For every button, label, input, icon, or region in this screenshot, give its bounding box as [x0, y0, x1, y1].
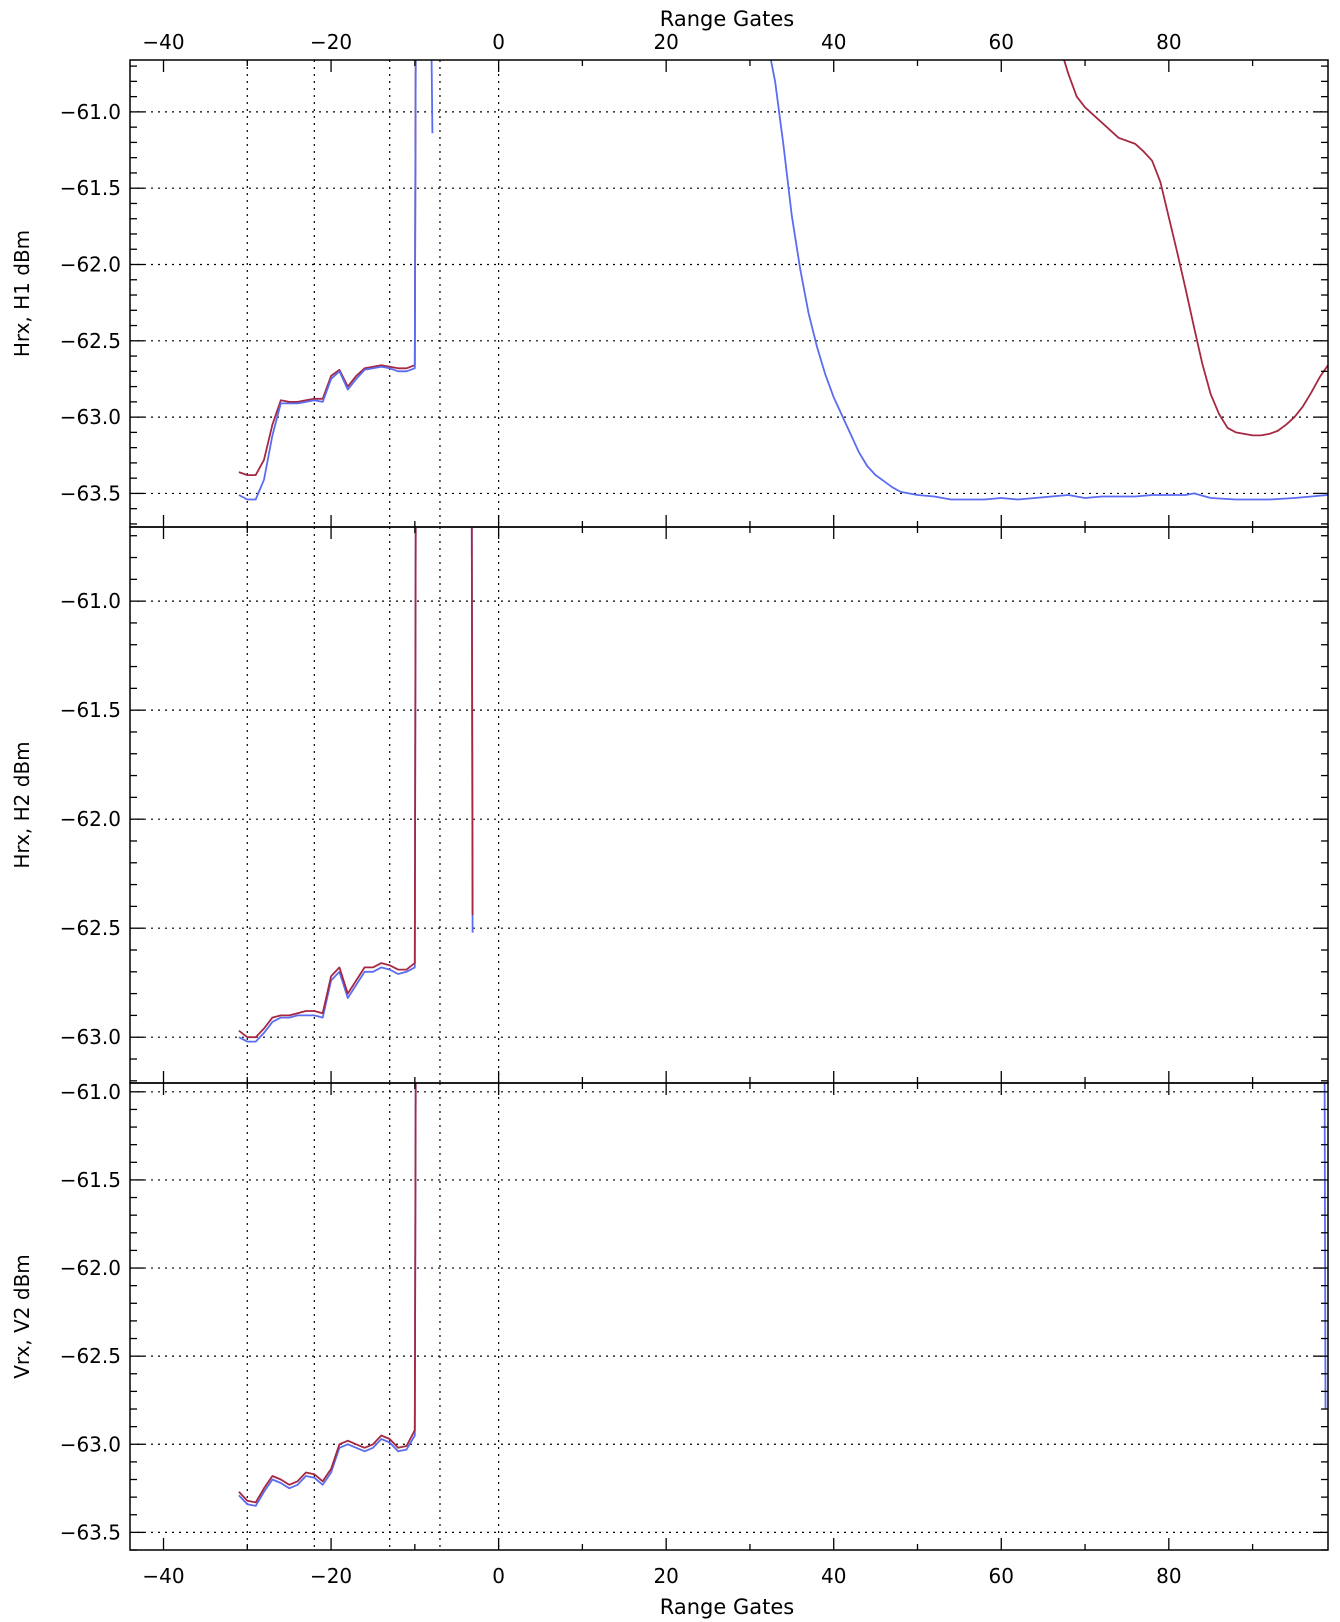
series-line — [1323, 1083, 1327, 1410]
y-tick-label: −61.0 — [60, 589, 121, 613]
x-tick-label: 80 — [1156, 30, 1181, 54]
series-line — [770, 60, 1328, 501]
x-tick-label: 0 — [492, 1564, 505, 1588]
x-tick-label: 60 — [989, 1564, 1014, 1588]
x-tick-label: 40 — [821, 30, 846, 54]
panel-3: −61.0 −61.5 −62.0 −62.5 −63.0 −63.5 Vrx, V2 dB… — [10, 1080, 1329, 1551]
x-tick-label: 20 — [653, 30, 678, 54]
y-tick-label: −63.0 — [60, 405, 121, 429]
x-tick-label: 80 — [1156, 1564, 1181, 1588]
series-line — [238, 527, 417, 1039]
panel-2: −61.0 −61.5 −62.0 −62.5 −63.0 Hrx, H2 dBm — [10, 526, 1329, 1084]
series-line — [1063, 60, 1328, 437]
x-tick-label: 20 — [653, 1564, 678, 1588]
y-tick-label: −61.5 — [60, 176, 121, 200]
y-tick-label: −63.5 — [60, 1520, 121, 1544]
y-tick-label: −62.0 — [60, 1256, 121, 1280]
series-line — [238, 60, 417, 477]
bottom-axis-label: Range Gates — [660, 1595, 794, 1619]
y-tick-label: −63.0 — [60, 1025, 121, 1049]
plot-frame — [129, 1082, 1329, 1551]
series-line — [430, 60, 434, 134]
x-tick-label: 0 — [492, 30, 505, 54]
series-line — [238, 1083, 417, 1507]
y-tick-label: −62.5 — [60, 916, 121, 940]
top-axis-label: Range Gates — [660, 7, 794, 31]
red-series — [238, 527, 474, 1039]
y-tick-label: −61.5 — [60, 698, 121, 722]
series-line — [470, 527, 474, 916]
panel-1: −61.0 −61.5 −62.0 −62.5 −63.0 −63.5 Hrx, H1 dB… — [10, 59, 1329, 528]
y-tick-label: −62.0 — [60, 253, 121, 277]
y-tick-label: −61.0 — [60, 100, 121, 124]
red-series — [238, 60, 1328, 477]
x-tick-label: −20 — [310, 30, 352, 54]
y-tick-label: −61.5 — [60, 1168, 121, 1192]
x-tick-label: 40 — [821, 1564, 846, 1588]
y-axis-label: Hrx, H2 dBm — [10, 741, 34, 868]
y-tick-label: −62.0 — [60, 807, 121, 831]
bottom-axis-tick-labels: −40 −20 0 20 40 60 80 — [142, 1564, 1181, 1588]
y-tick-label: −63.5 — [60, 481, 121, 505]
blue-series — [238, 527, 474, 1043]
y-axis-label: Vrx, V2 dBm — [10, 1254, 34, 1379]
y-tick-label: −62.5 — [60, 329, 121, 353]
series-line — [238, 60, 417, 501]
x-tick-label: −40 — [142, 30, 184, 54]
panels: −61.0 −61.5 −62.0 −62.5 −63.0 −63.5 Hrx, H1 dB… — [10, 59, 1329, 1551]
x-tick-label: −20 — [310, 1564, 352, 1588]
plot-frame — [129, 59, 1329, 528]
y-axis-label: Hrx, H1 dBm — [10, 230, 34, 357]
blue-series — [238, 1083, 1327, 1507]
series-line — [238, 1083, 417, 1504]
series-line — [238, 527, 417, 1043]
x-tick-label: 60 — [989, 30, 1014, 54]
red-series — [238, 1083, 417, 1504]
y-tick-label: −62.5 — [60, 1344, 121, 1368]
x-tick-label: −40 — [142, 1564, 184, 1588]
plot-frame — [129, 526, 1329, 1084]
y-tick-label: −61.0 — [60, 1080, 121, 1104]
y-tick-label: −63.0 — [60, 1432, 121, 1456]
top-axis-tick-labels: −40 −20 0 20 40 60 80 — [142, 30, 1181, 54]
blue-series — [238, 60, 1328, 501]
